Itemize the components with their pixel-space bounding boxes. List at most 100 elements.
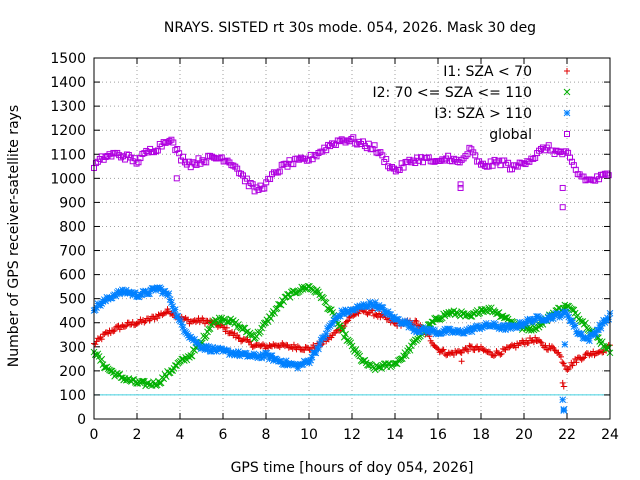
legend-label: I3: SZA > 110 — [434, 106, 532, 122]
data-point — [155, 311, 162, 318]
y-tick-label: 1000 — [50, 171, 86, 187]
data-point — [112, 324, 119, 331]
x-tick-label: 12 — [343, 427, 361, 443]
data-point — [290, 341, 297, 348]
data-point — [277, 358, 285, 365]
data-point — [127, 154, 134, 161]
data-point — [282, 160, 289, 167]
y-tick-label: 800 — [59, 219, 86, 235]
data-point — [92, 160, 99, 167]
data-point — [400, 164, 407, 171]
data-point — [490, 352, 497, 359]
data-point — [334, 137, 341, 144]
data-point — [307, 151, 314, 158]
data-point — [245, 339, 252, 346]
data-point — [102, 297, 109, 305]
data-point — [298, 154, 305, 161]
data-point — [527, 327, 535, 334]
legend-marker — [563, 109, 571, 117]
x-axis-label: GPS time [hours of doy 054, 2026] — [231, 460, 474, 476]
data-point — [464, 151, 471, 158]
data-point — [250, 343, 257, 350]
legend-label: I2: 70 <= SZA <= 110 — [372, 85, 532, 101]
data-point — [500, 314, 508, 322]
outlier-point — [560, 383, 567, 390]
data-point — [592, 350, 599, 357]
data-point — [115, 322, 122, 329]
y-tick-label: 1500 — [50, 51, 86, 67]
outlier-point — [458, 358, 465, 365]
data-point — [514, 163, 521, 170]
data-point — [603, 170, 610, 177]
data-point — [109, 327, 116, 334]
data-point — [439, 156, 446, 163]
data-point — [388, 163, 395, 170]
legend-marker — [564, 131, 570, 137]
data-point — [468, 146, 475, 153]
data-point — [365, 140, 372, 147]
data-point — [466, 144, 473, 151]
data-point — [564, 366, 571, 373]
data-point — [387, 165, 394, 172]
x-tick-label: 22 — [558, 427, 576, 443]
data-point — [110, 328, 117, 335]
data-point — [257, 328, 264, 336]
data-point — [111, 327, 118, 334]
data-point — [112, 150, 119, 157]
data-point — [216, 155, 223, 162]
data-point — [222, 158, 229, 165]
data-point — [371, 298, 379, 306]
data-point — [528, 337, 535, 344]
data-point — [325, 141, 332, 148]
data-point — [343, 318, 350, 325]
data-point — [497, 351, 504, 358]
data-point — [234, 332, 241, 339]
data-point — [447, 157, 454, 164]
data-point — [163, 309, 170, 316]
x-tick-label: 6 — [219, 427, 228, 443]
data-point — [532, 334, 539, 341]
data-point — [480, 347, 487, 354]
legend-marker — [563, 88, 571, 96]
data-point — [549, 147, 556, 154]
data-point — [419, 159, 426, 166]
data-point — [207, 152, 214, 159]
data-point — [339, 327, 347, 334]
data-point — [278, 161, 285, 168]
data-point — [138, 377, 146, 385]
y-tick-label: 0 — [77, 412, 86, 428]
data-point — [105, 330, 112, 337]
data-point — [605, 344, 613, 352]
data-point — [261, 185, 268, 192]
data-point — [203, 159, 210, 166]
legend-label: I1: SZA < 70 — [443, 64, 532, 80]
data-point — [315, 149, 322, 156]
data-point — [301, 347, 308, 354]
data-point — [150, 313, 157, 320]
data-point — [330, 140, 337, 147]
data-point — [350, 134, 357, 141]
data-point — [572, 355, 579, 362]
data-point — [505, 159, 512, 166]
data-point — [569, 362, 576, 369]
data-point — [413, 318, 420, 325]
data-point — [209, 153, 216, 160]
outliers-I3: SZA > 110 — [559, 341, 569, 414]
data-point — [178, 157, 185, 164]
data-point — [582, 319, 589, 327]
data-point — [472, 152, 479, 159]
data-point — [165, 290, 173, 298]
data-point — [538, 339, 545, 346]
data-point — [286, 157, 293, 164]
data-point — [553, 147, 560, 154]
data-point — [549, 315, 557, 323]
data-point — [121, 323, 128, 330]
data-point — [156, 380, 164, 387]
data-point — [150, 149, 157, 156]
data-point — [302, 344, 309, 351]
data-point — [147, 145, 154, 152]
data-point — [441, 350, 448, 357]
data-point — [239, 172, 246, 179]
x-tick-label: 10 — [300, 427, 318, 443]
data-point — [285, 344, 292, 351]
